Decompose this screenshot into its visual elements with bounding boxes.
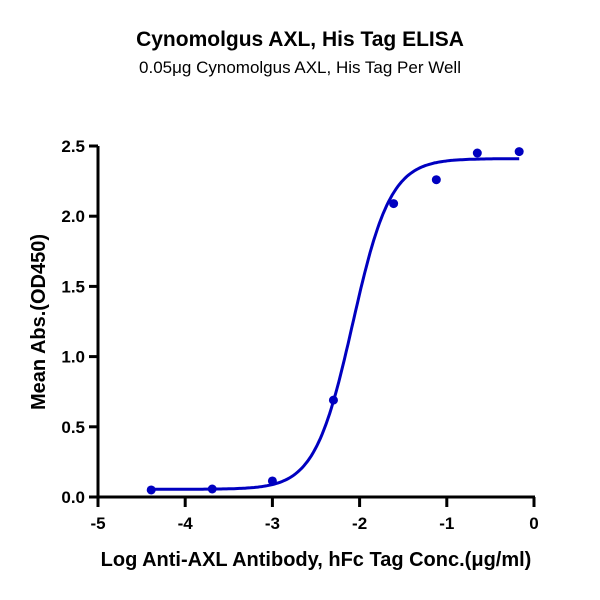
data-point [472, 148, 482, 158]
data-point [389, 199, 399, 209]
x-axis-label: Log Anti-AXL Antibody, hFc Tag Conc.(μg/… [101, 549, 532, 571]
data-point [514, 147, 524, 157]
x-tick-label: -3 [265, 514, 280, 533]
data-point [328, 395, 338, 405]
y-tick-label: 1.5 [61, 277, 85, 296]
y-tick-label: 0.5 [61, 418, 85, 437]
y-axis-label: Mean Abs.(OD450) [28, 234, 50, 410]
x-tick-label: -2 [352, 514, 367, 533]
x-tick-label: -4 [178, 514, 194, 533]
y-tick-label: 2.0 [61, 207, 85, 226]
chart-title: Cynomolgus AXL, His Tag ELISA [136, 28, 464, 51]
y-tick-label: 1.0 [61, 348, 85, 367]
data-point [146, 485, 156, 495]
data-point [431, 175, 441, 185]
x-tick-label: 0 [529, 514, 538, 533]
data-points [146, 147, 524, 495]
x-tick-label: -1 [439, 514, 454, 533]
data-point [207, 484, 217, 494]
x-tick-label: -5 [90, 514, 105, 533]
data-point [267, 476, 277, 486]
y-tick-label: 0.0 [61, 488, 85, 507]
y-tick-label: 2.5 [61, 137, 85, 156]
fit-curve [151, 157, 520, 491]
axes: 0.0 0.5 1.0 1.5 2.0 2.5 -5 -4 -3 -2 -1 0 [61, 137, 538, 533]
chart-subtitle: 0.05μg Cynomolgus AXL, His Tag Per Well [139, 58, 461, 77]
